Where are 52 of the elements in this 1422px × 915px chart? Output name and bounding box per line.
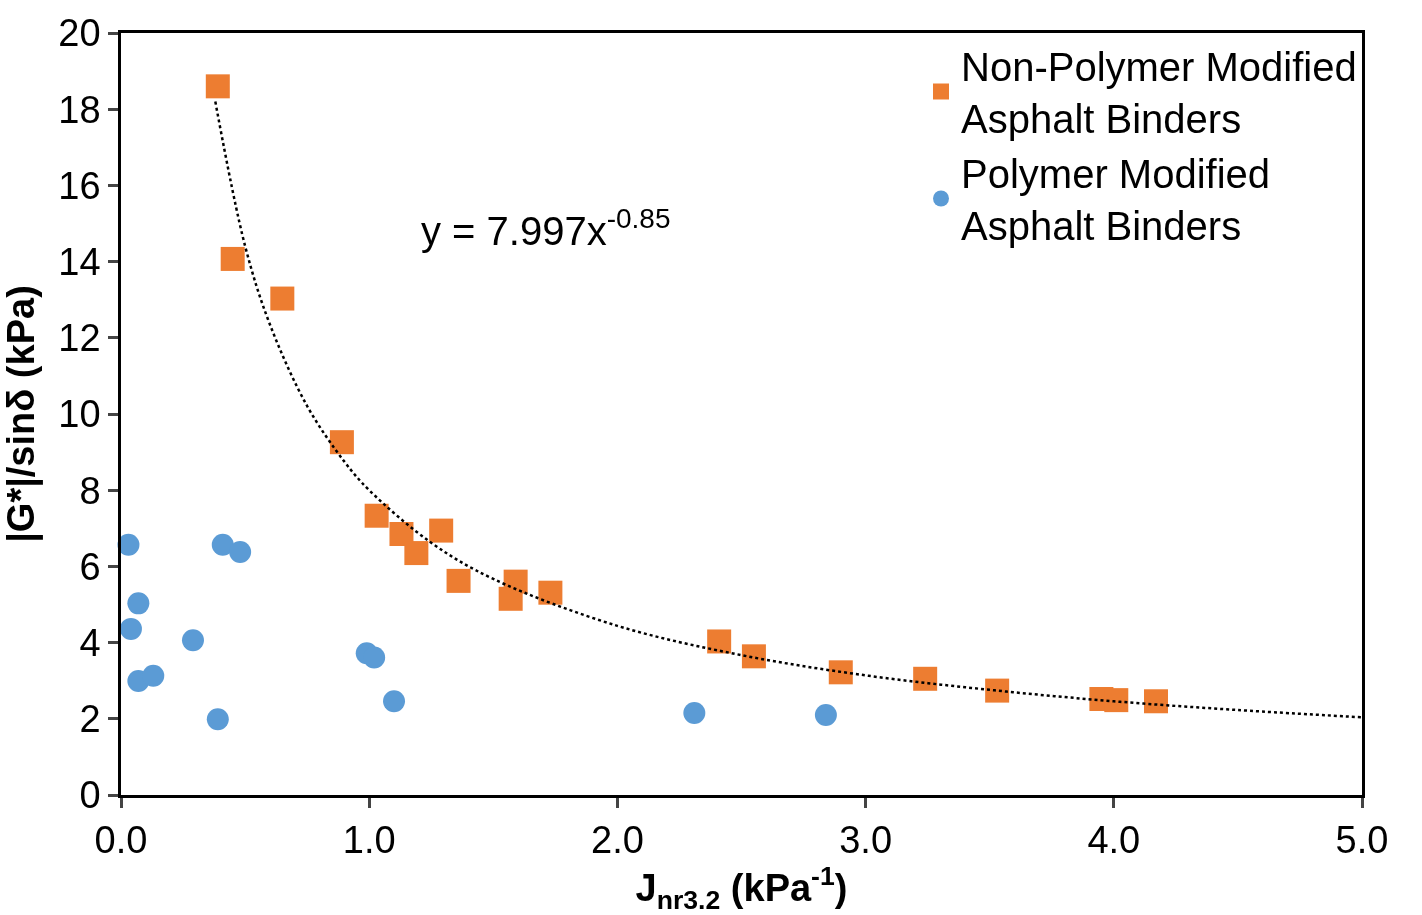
x-tick-label: 1.0 [342,819,396,862]
y-tick-label: 14 [58,240,101,283]
point [364,503,389,528]
point [429,518,454,543]
point [446,568,471,593]
point [117,533,140,556]
point [683,702,706,725]
point [181,629,204,652]
y-tick-label: 10 [58,393,101,436]
point [913,666,938,691]
y-tick-label: 16 [58,164,101,207]
point [211,533,234,556]
point [1104,688,1129,713]
line-series [214,100,1362,719]
point [205,74,230,99]
x-tick-label: 3.0 [839,819,893,862]
x-tick-label: 0.0 [94,819,148,862]
y-axis-title: |G*|/sinδ (kPa) [0,285,43,543]
y-tick-label: 20 [58,12,101,55]
y-tick-label: 8 [79,469,101,512]
point [363,646,386,669]
legend-label: Polymer Modified Asphalt Binders [961,152,1271,249]
point [814,703,837,726]
x-tick-label: 4.0 [1087,819,1141,862]
point [270,286,295,311]
point [206,708,229,731]
x-tick-label: 5.0 [1335,819,1389,862]
annotation: y = 7.997x$^{-0.85}$ [421,203,671,253]
y-tick-label: 0 [79,774,101,817]
point [329,430,354,455]
point [985,678,1010,703]
y-tick-label: 2 [79,698,101,741]
point [498,586,523,611]
legend-label: Non-Polymer Modified Asphalt Binders [961,45,1357,142]
y-tick-label: 18 [58,88,101,131]
point [538,580,563,605]
point [741,644,766,669]
point [127,592,150,615]
point [828,660,853,685]
point [404,541,429,566]
y-tick-label: 12 [58,317,101,360]
point [119,617,142,640]
point [220,246,245,271]
point [1143,689,1168,714]
x-axis-title: J$_{nr3.2}$ (kPa$^{-1}$) [635,861,848,915]
point [707,629,732,654]
point [229,540,252,563]
y-tick-label: 6 [79,545,101,588]
y-tick-label: 4 [79,621,101,664]
point [142,664,165,687]
point [383,690,406,713]
x-tick-label: 2.0 [590,819,644,862]
